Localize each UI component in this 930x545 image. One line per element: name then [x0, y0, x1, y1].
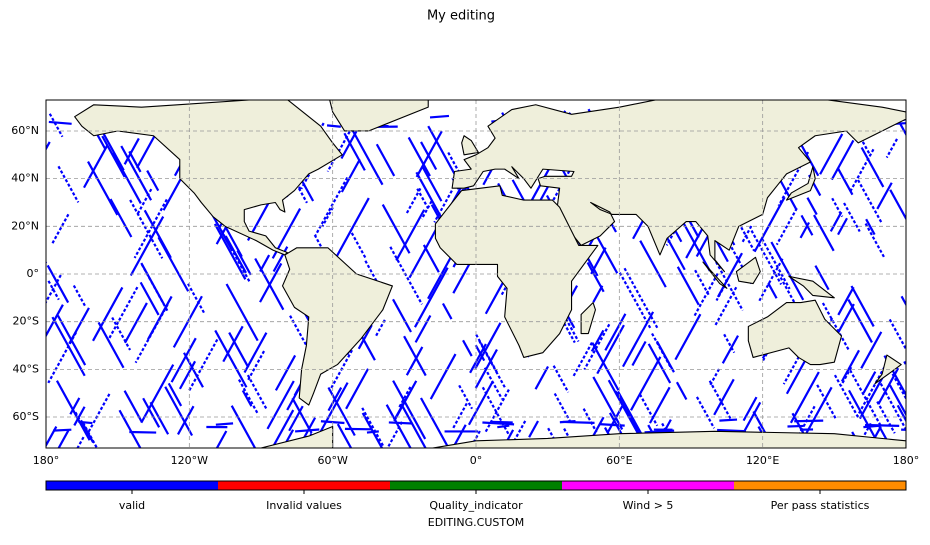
track	[719, 420, 737, 421]
x-tick-label: 120°W	[171, 454, 208, 467]
colorbar-segment	[218, 481, 390, 490]
x-tick-label: 60°W	[317, 454, 347, 467]
track	[787, 426, 803, 427]
x-tick-label: 60°E	[606, 454, 632, 467]
colorbar-segment	[390, 481, 562, 490]
y-tick-label: 60°N	[11, 124, 39, 137]
track	[563, 422, 595, 423]
track	[794, 421, 823, 422]
colorbar-segment	[562, 481, 734, 490]
track	[865, 425, 899, 426]
y-tick-label: 40°N	[11, 172, 39, 185]
map-area	[17, 93, 929, 488]
track	[327, 125, 341, 126]
x-tick-label: 180°	[33, 454, 60, 467]
x-tick-label: 0°	[470, 454, 483, 467]
track	[904, 362, 920, 390]
colorbar-label: Wind > 5	[623, 499, 674, 512]
colorbar-segment	[46, 481, 218, 490]
colorbar-title: EDITING.CUSTOM	[428, 516, 524, 529]
colorbar-label: Per pass statistics	[771, 499, 870, 512]
track	[78, 422, 92, 423]
y-tick-label: 60°S	[13, 410, 39, 423]
track	[490, 422, 513, 423]
track	[216, 423, 233, 424]
colorbar-label: Invalid values	[266, 499, 342, 512]
y-tick-label: 20°S	[13, 315, 39, 328]
track	[389, 422, 413, 423]
track	[599, 424, 625, 426]
colorbar-segment	[734, 481, 906, 490]
y-tick-label: 0°	[27, 267, 40, 280]
chart-title: My editing	[427, 9, 495, 24]
track	[430, 116, 449, 118]
colorbar-label: valid	[119, 499, 145, 512]
colorbar-label: Quality_indicator	[429, 499, 523, 512]
track	[53, 430, 71, 431]
y-tick-label: 20°N	[11, 219, 39, 232]
x-tick-label: 120°E	[746, 454, 779, 467]
track	[129, 432, 156, 433]
track	[901, 430, 929, 431]
y-tick-label: 40°S	[13, 362, 39, 375]
x-tick-label: 180°	[893, 454, 920, 467]
track	[367, 431, 379, 432]
